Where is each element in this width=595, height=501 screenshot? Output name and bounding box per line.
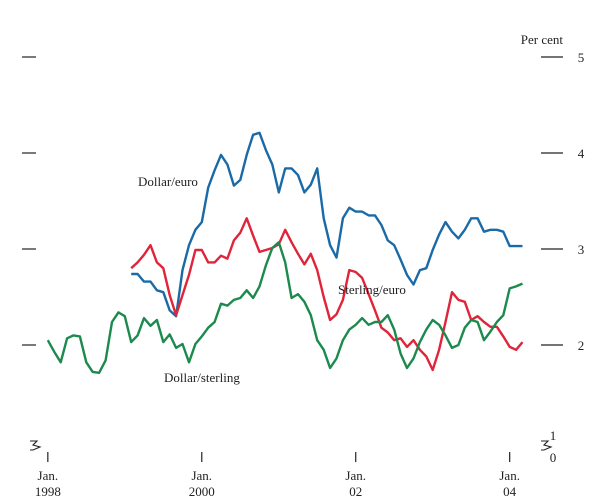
y-axis-title: Per cent (521, 32, 564, 47)
series-line (130, 217, 524, 372)
axis-break (30, 440, 553, 451)
series-line (46, 241, 523, 374)
y-tick-label: 3 (578, 242, 585, 257)
x-tick-label: Jan. 2000 (189, 468, 215, 499)
y-tick-label: 1 (550, 428, 557, 443)
x-tick-label: Jan. 1998 (35, 468, 61, 499)
x-tick-label: Jan. 02 (345, 468, 366, 499)
series-label: Dollar/euro (138, 174, 198, 189)
series-label: Sterling/euro (338, 282, 406, 297)
y-tick-label: 2 (578, 338, 585, 353)
x-tick-label: Jan. 04 (499, 468, 520, 499)
y-tick-label: 4 (578, 146, 585, 161)
y-break-label: 0 (550, 450, 557, 465)
y-tick-label: 5 (578, 50, 585, 65)
series-label: Dollar/sterling (164, 370, 240, 385)
series-line (131, 131, 523, 318)
